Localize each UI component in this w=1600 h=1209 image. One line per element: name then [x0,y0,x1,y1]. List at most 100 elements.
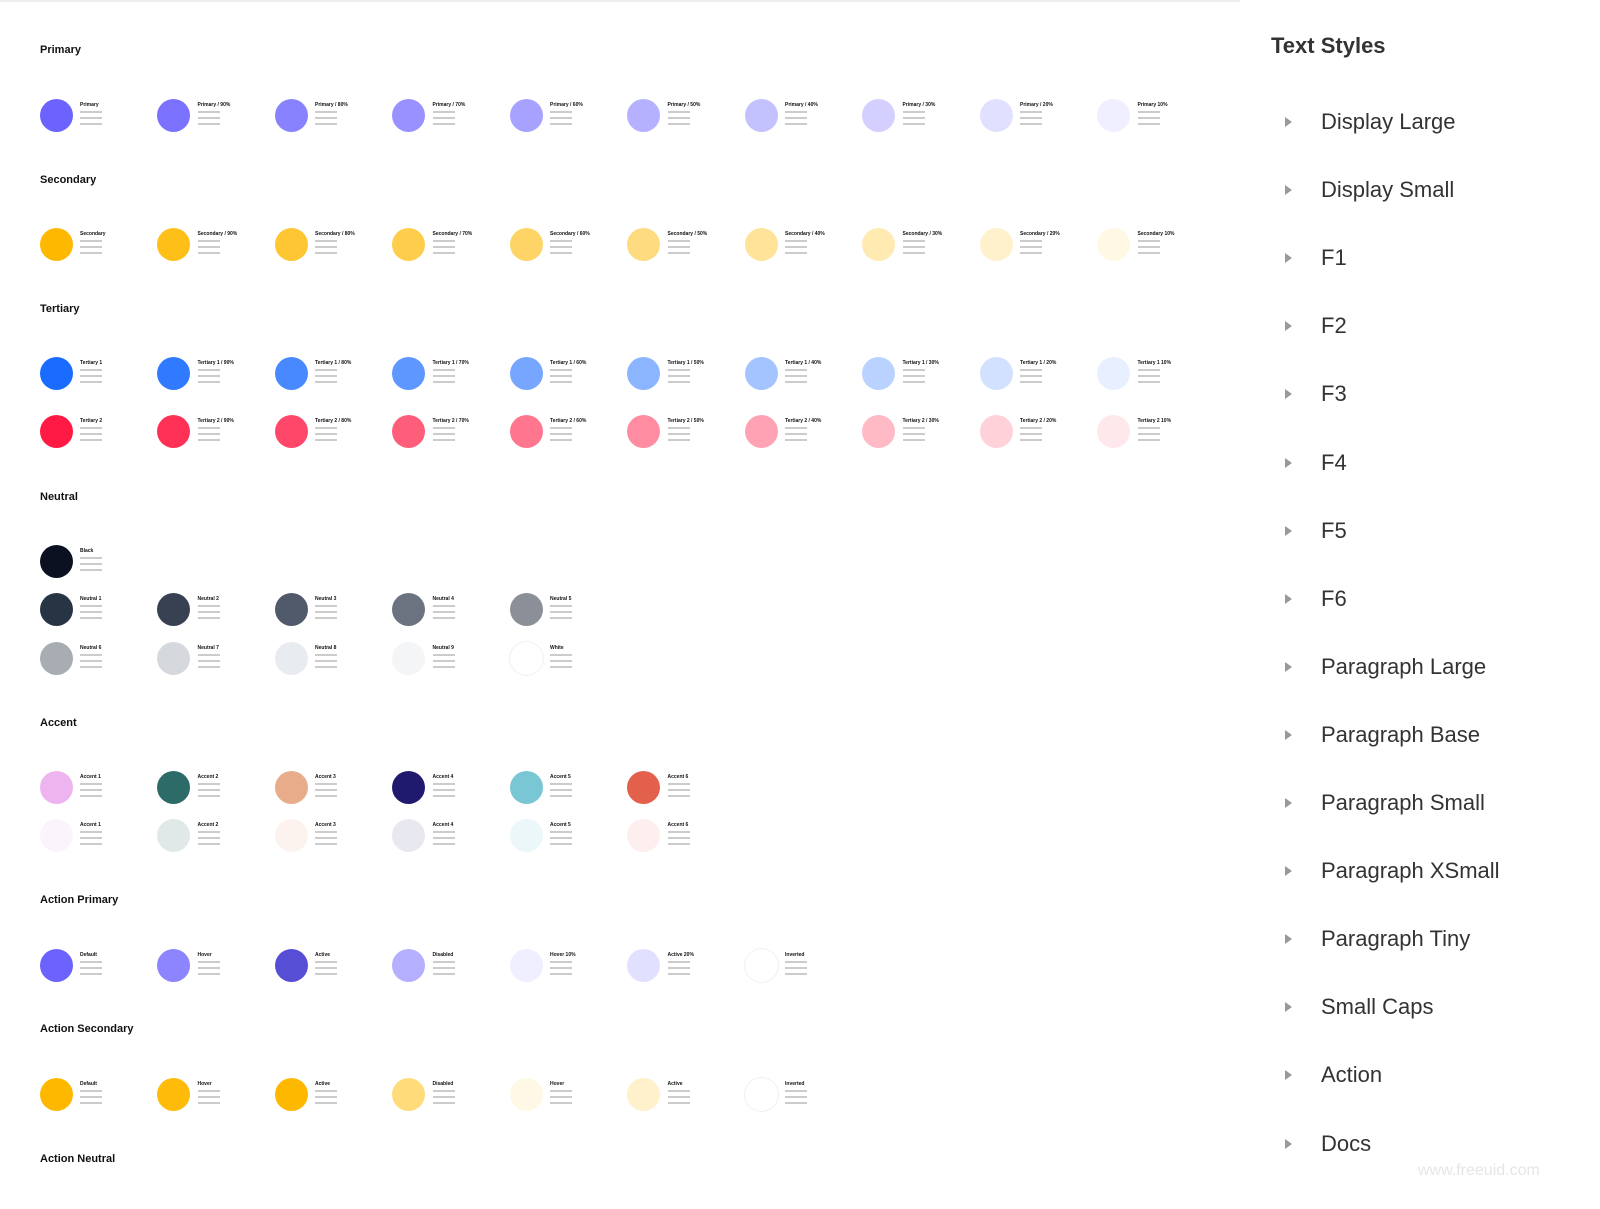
swatch-detail [432,117,455,119]
swatch-name: Tertiary 2 / 50% [667,418,704,424]
color-swatch [274,98,308,132]
swatch-name: Secondary / 30% [902,231,943,237]
color-swatch [392,592,425,626]
swatch-detail [550,117,572,119]
color-swatch [157,414,190,448]
text-style-item[interactable]: Paragraph Large [1321,653,1487,679]
text-style-item[interactable]: Paragraph Small [1321,790,1485,815]
expand-arrow[interactable] [1285,253,1292,264]
color-swatch [627,98,660,132]
swatch-name: Neutral 6 [80,645,102,651]
swatch-detail [1020,439,1042,441]
swatch-detail [1020,433,1042,435]
swatch-name: Primary 10% [1137,102,1168,108]
swatch-detail [80,252,102,254]
swatch-detail [197,967,220,969]
text-style-item[interactable]: Action [1321,1062,1383,1088]
expand-arrow[interactable] [1285,729,1292,740]
expand-arrow[interactable] [1285,117,1292,127]
swatch-detail [667,375,690,377]
swatch-detail [80,789,102,791]
swatch-detail [80,611,102,613]
swatch-detail [1137,427,1160,429]
text-style-item[interactable]: Display Large [1321,109,1456,134]
text-style-item[interactable]: Paragraph Base [1321,721,1480,747]
swatch-detail [667,961,690,963]
swatch-detail [550,252,572,254]
swatch-detail [432,973,455,975]
swatch-detail [550,1102,572,1104]
text-style-item[interactable]: Paragraph XSmall [1321,858,1500,884]
text-style-item[interactable]: F4 [1321,449,1347,475]
swatch-detail [550,381,572,383]
section-title: Action Primary [40,894,119,906]
swatch-detail [550,961,572,963]
swatch-detail [1137,369,1160,371]
expand-arrow[interactable] [1285,934,1292,945]
swatch-name: Tertiary 1 [80,360,103,366]
expand-arrow[interactable] [1285,457,1292,468]
swatch-detail [550,654,572,656]
expand-arrow[interactable] [1285,866,1292,877]
text-style-item[interactable]: F1 [1321,245,1347,271]
text-style-item[interactable]: Docs [1321,1130,1372,1156]
swatch-detail [197,837,220,839]
expand-arrow[interactable] [1285,661,1292,672]
swatch-name: Neutral 2 [197,596,219,602]
text-style-item[interactable]: Display Small [1321,177,1455,203]
text-style-item[interactable]: F2 [1321,313,1347,339]
swatch-detail [785,439,807,441]
expand-arrow[interactable] [1285,1002,1292,1013]
color-swatch [39,770,73,804]
swatch-detail [315,617,337,619]
swatch-name: Secondary / 20% [1020,231,1060,237]
swatch-detail [667,1090,690,1092]
color-swatch [1097,414,1130,448]
expand-arrow[interactable] [1285,389,1292,400]
swatch-detail [1137,111,1160,113]
text-style-item[interactable]: F5 [1321,517,1347,543]
expand-arrow[interactable] [1285,185,1292,196]
swatch-detail [432,1102,455,1104]
swatch-detail [1137,240,1160,242]
text-style-item[interactable]: Paragraph Tiny [1321,926,1471,952]
swatch-name: Tertiary 2 10% [1137,418,1172,424]
swatch-detail [197,660,220,662]
swatch-detail [315,961,337,963]
expand-arrow[interactable] [1285,1070,1292,1081]
swatch-detail [902,375,925,377]
swatch-detail [902,123,925,125]
swatch-detail [197,375,220,377]
swatch-detail [667,381,690,383]
text-style-item[interactable]: F3 [1321,381,1347,407]
text-style-item[interactable]: F6 [1321,585,1347,611]
swatch-detail [550,617,572,619]
swatch-detail [432,246,455,248]
swatch-detail [550,240,572,242]
swatch-name: Neutral 9 [432,645,454,651]
color-swatch [39,227,73,261]
expand-arrow[interactable] [1285,593,1292,604]
expand-arrow[interactable] [1285,1138,1292,1149]
color-swatch [1097,98,1130,132]
expand-arrow[interactable] [1285,321,1292,332]
swatch-detail [785,117,807,119]
swatch-name: Neutral 7 [197,645,219,651]
swatch-detail [432,831,455,833]
swatch-detail [785,1096,807,1098]
swatch-name: Neutral 3 [315,596,337,602]
swatch-detail [432,666,455,668]
swatch-name: Default [80,952,97,958]
swatch-detail [1137,381,1160,383]
swatch-detail [315,369,337,371]
expand-arrow[interactable] [1285,525,1292,536]
color-swatch [744,227,778,261]
swatch-detail [80,381,102,383]
text-style-item[interactable]: Small Caps [1321,994,1434,1020]
expand-arrow[interactable] [1285,798,1292,808]
swatch-name: Primary / 20% [1020,102,1053,108]
swatch-detail [550,973,572,975]
swatch-detail [902,252,925,254]
swatch-detail [197,439,220,441]
swatch-detail [197,240,220,242]
